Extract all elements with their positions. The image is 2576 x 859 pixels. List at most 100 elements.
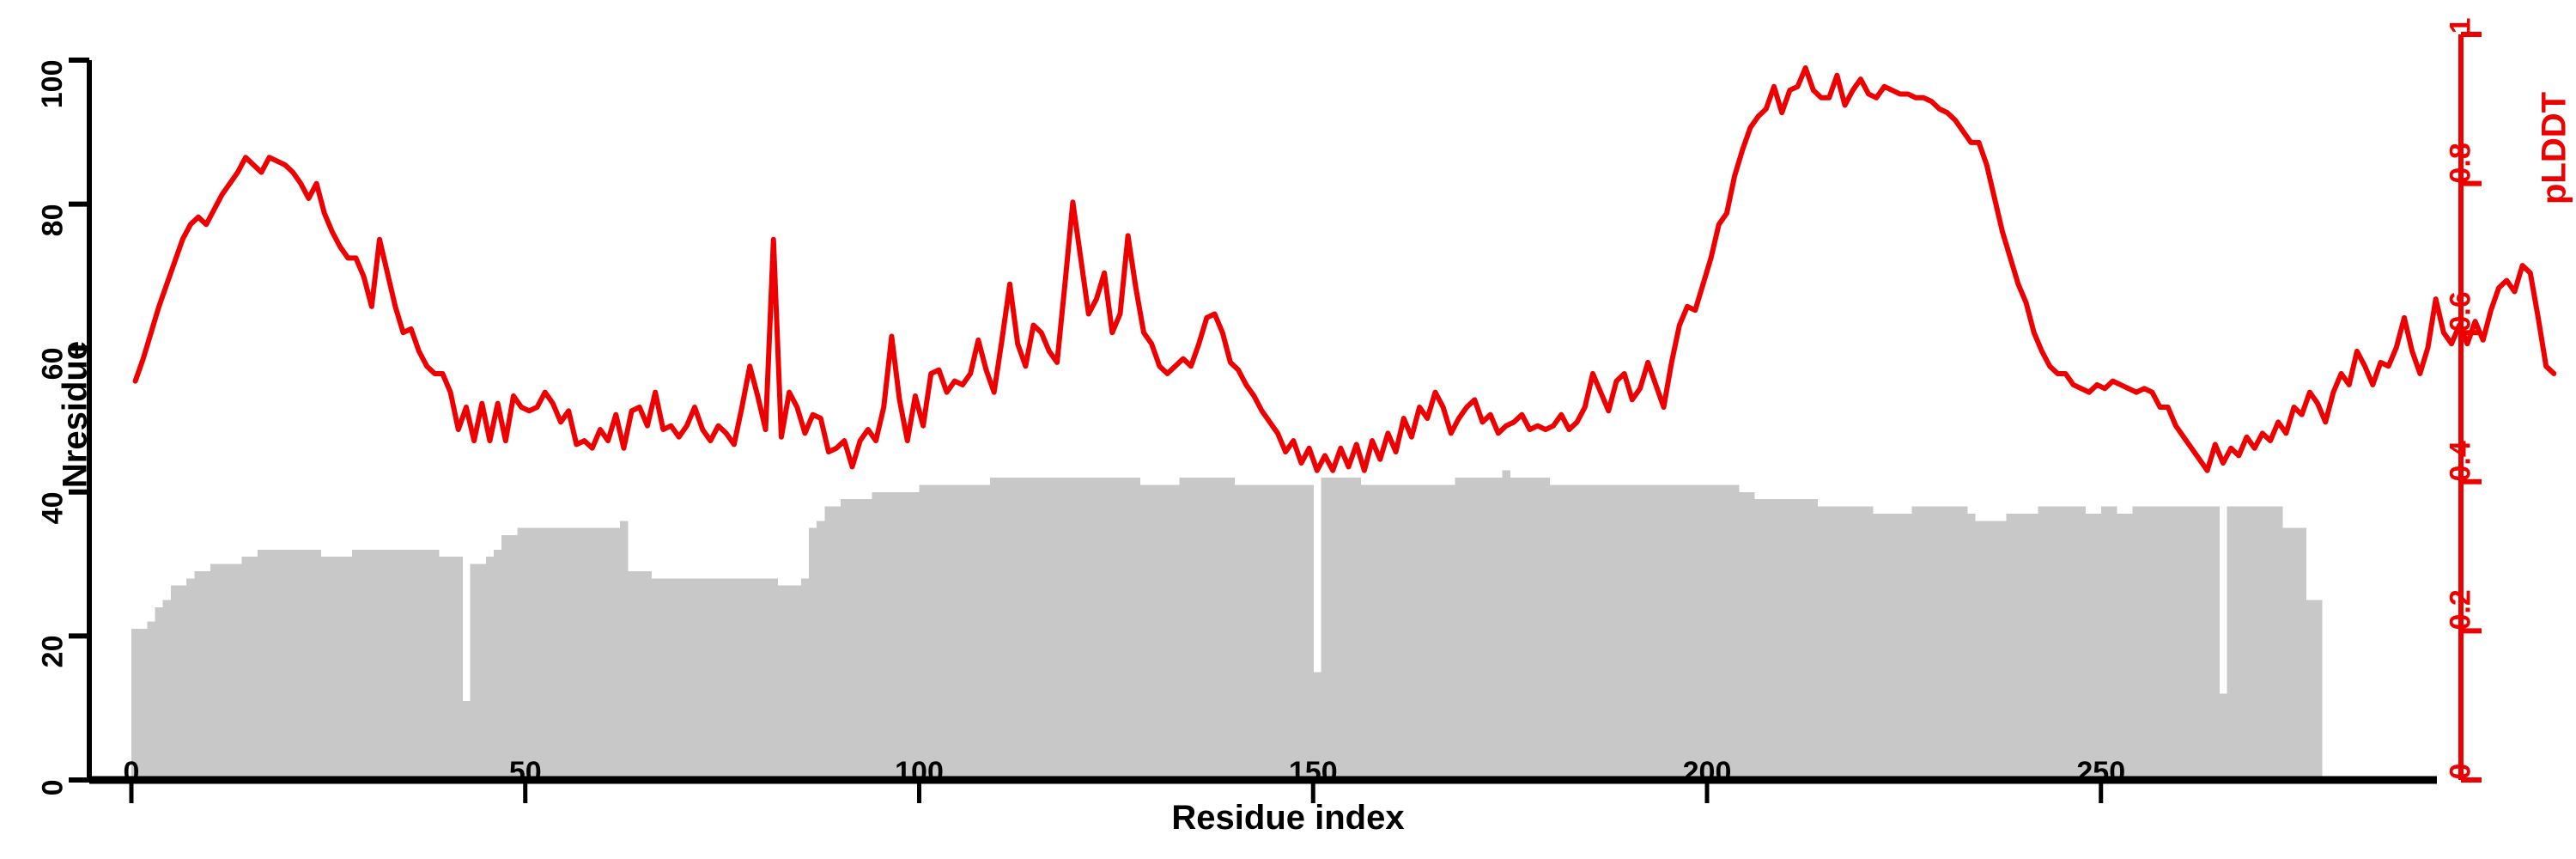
bar <box>1005 478 1015 780</box>
bar <box>1368 484 1377 780</box>
bar <box>1525 478 1534 780</box>
bar <box>2234 506 2244 780</box>
bar <box>556 527 566 780</box>
bar <box>832 506 841 780</box>
bar <box>383 549 392 780</box>
bar <box>722 578 731 780</box>
bar <box>1423 484 1432 780</box>
bar <box>1785 499 1795 780</box>
bar <box>1234 484 1243 780</box>
bar <box>1974 521 1984 780</box>
y-axis-right-tick-label: 0 <box>2444 763 2477 780</box>
bar <box>1668 484 1676 780</box>
bar <box>1628 484 1637 780</box>
bar <box>454 557 463 780</box>
bar <box>1573 484 1582 780</box>
bar <box>320 557 329 780</box>
bar <box>1297 484 1306 780</box>
nresidue-bars <box>131 470 2323 780</box>
bar <box>580 527 589 780</box>
bar <box>1557 484 1566 780</box>
bar <box>1392 484 1400 780</box>
bar <box>1840 506 1850 780</box>
bar <box>2069 506 2078 780</box>
bar <box>1455 478 1464 780</box>
bar <box>1258 484 1267 780</box>
bar <box>753 578 762 780</box>
bar <box>840 499 849 780</box>
bar <box>1517 478 1527 780</box>
bar <box>1139 484 1149 780</box>
bar <box>210 564 219 780</box>
bar <box>264 549 274 780</box>
bar <box>596 527 605 780</box>
bar <box>407 549 416 780</box>
bar <box>2038 506 2047 780</box>
bar <box>549 527 558 780</box>
bar <box>793 585 802 780</box>
bar <box>974 484 983 780</box>
bar <box>336 557 345 780</box>
bar <box>234 564 243 780</box>
bar <box>1541 478 1551 780</box>
bar <box>438 557 447 780</box>
bar <box>1564 484 1574 780</box>
bar <box>1226 478 1236 780</box>
bar <box>1447 484 1456 780</box>
bar <box>2187 506 2196 780</box>
bar <box>1407 484 1417 780</box>
bar <box>1659 484 1668 780</box>
bar <box>1494 478 1504 780</box>
bar <box>800 578 810 780</box>
bar <box>990 478 999 780</box>
y-axis-left-tick-label: 0 <box>36 779 70 796</box>
bar <box>1077 478 1085 780</box>
bar <box>1707 484 1716 780</box>
bar <box>2289 527 2299 780</box>
bar <box>1376 484 1385 780</box>
bar <box>1163 484 1172 780</box>
bar <box>313 549 321 780</box>
y-axis-left-tick-label: 20 <box>36 635 70 668</box>
bar <box>1698 484 1708 780</box>
x-axis-tick-label: 250 <box>2076 756 2126 789</box>
bar <box>1045 478 1054 780</box>
bar <box>848 499 857 780</box>
bar <box>1021 478 1030 780</box>
bar <box>919 484 928 780</box>
bar <box>1289 484 1298 780</box>
bar <box>2164 506 2172 780</box>
bar <box>155 606 164 780</box>
bar <box>1486 478 1495 780</box>
bar <box>1817 506 1826 780</box>
bar <box>1344 478 1353 780</box>
bar <box>1092 478 1102 780</box>
y-axis-right-tick-label: 0.8 <box>2444 142 2477 184</box>
bar <box>501 535 511 780</box>
bar <box>643 570 653 780</box>
bar <box>1636 484 1645 780</box>
bar <box>690 578 700 780</box>
bar <box>1155 484 1164 780</box>
bar <box>2053 506 2063 780</box>
bar <box>1439 484 1448 780</box>
bar <box>1013 478 1023 780</box>
bar <box>628 570 636 780</box>
bar <box>1691 484 1700 780</box>
bar <box>1683 484 1692 780</box>
x-axis-tick-label: 50 <box>508 756 542 789</box>
bar <box>1990 521 2000 780</box>
bar <box>611 527 621 780</box>
bar <box>194 570 204 780</box>
bar <box>186 578 196 780</box>
bar <box>2108 506 2117 780</box>
bar <box>1715 484 1723 780</box>
bar <box>1478 478 1487 780</box>
bar <box>415 549 424 780</box>
bar <box>2306 600 2315 780</box>
bar <box>1352 478 1361 780</box>
bar <box>281 549 290 780</box>
bar <box>981 484 991 780</box>
bar <box>430 549 440 780</box>
bar <box>1194 478 1204 780</box>
